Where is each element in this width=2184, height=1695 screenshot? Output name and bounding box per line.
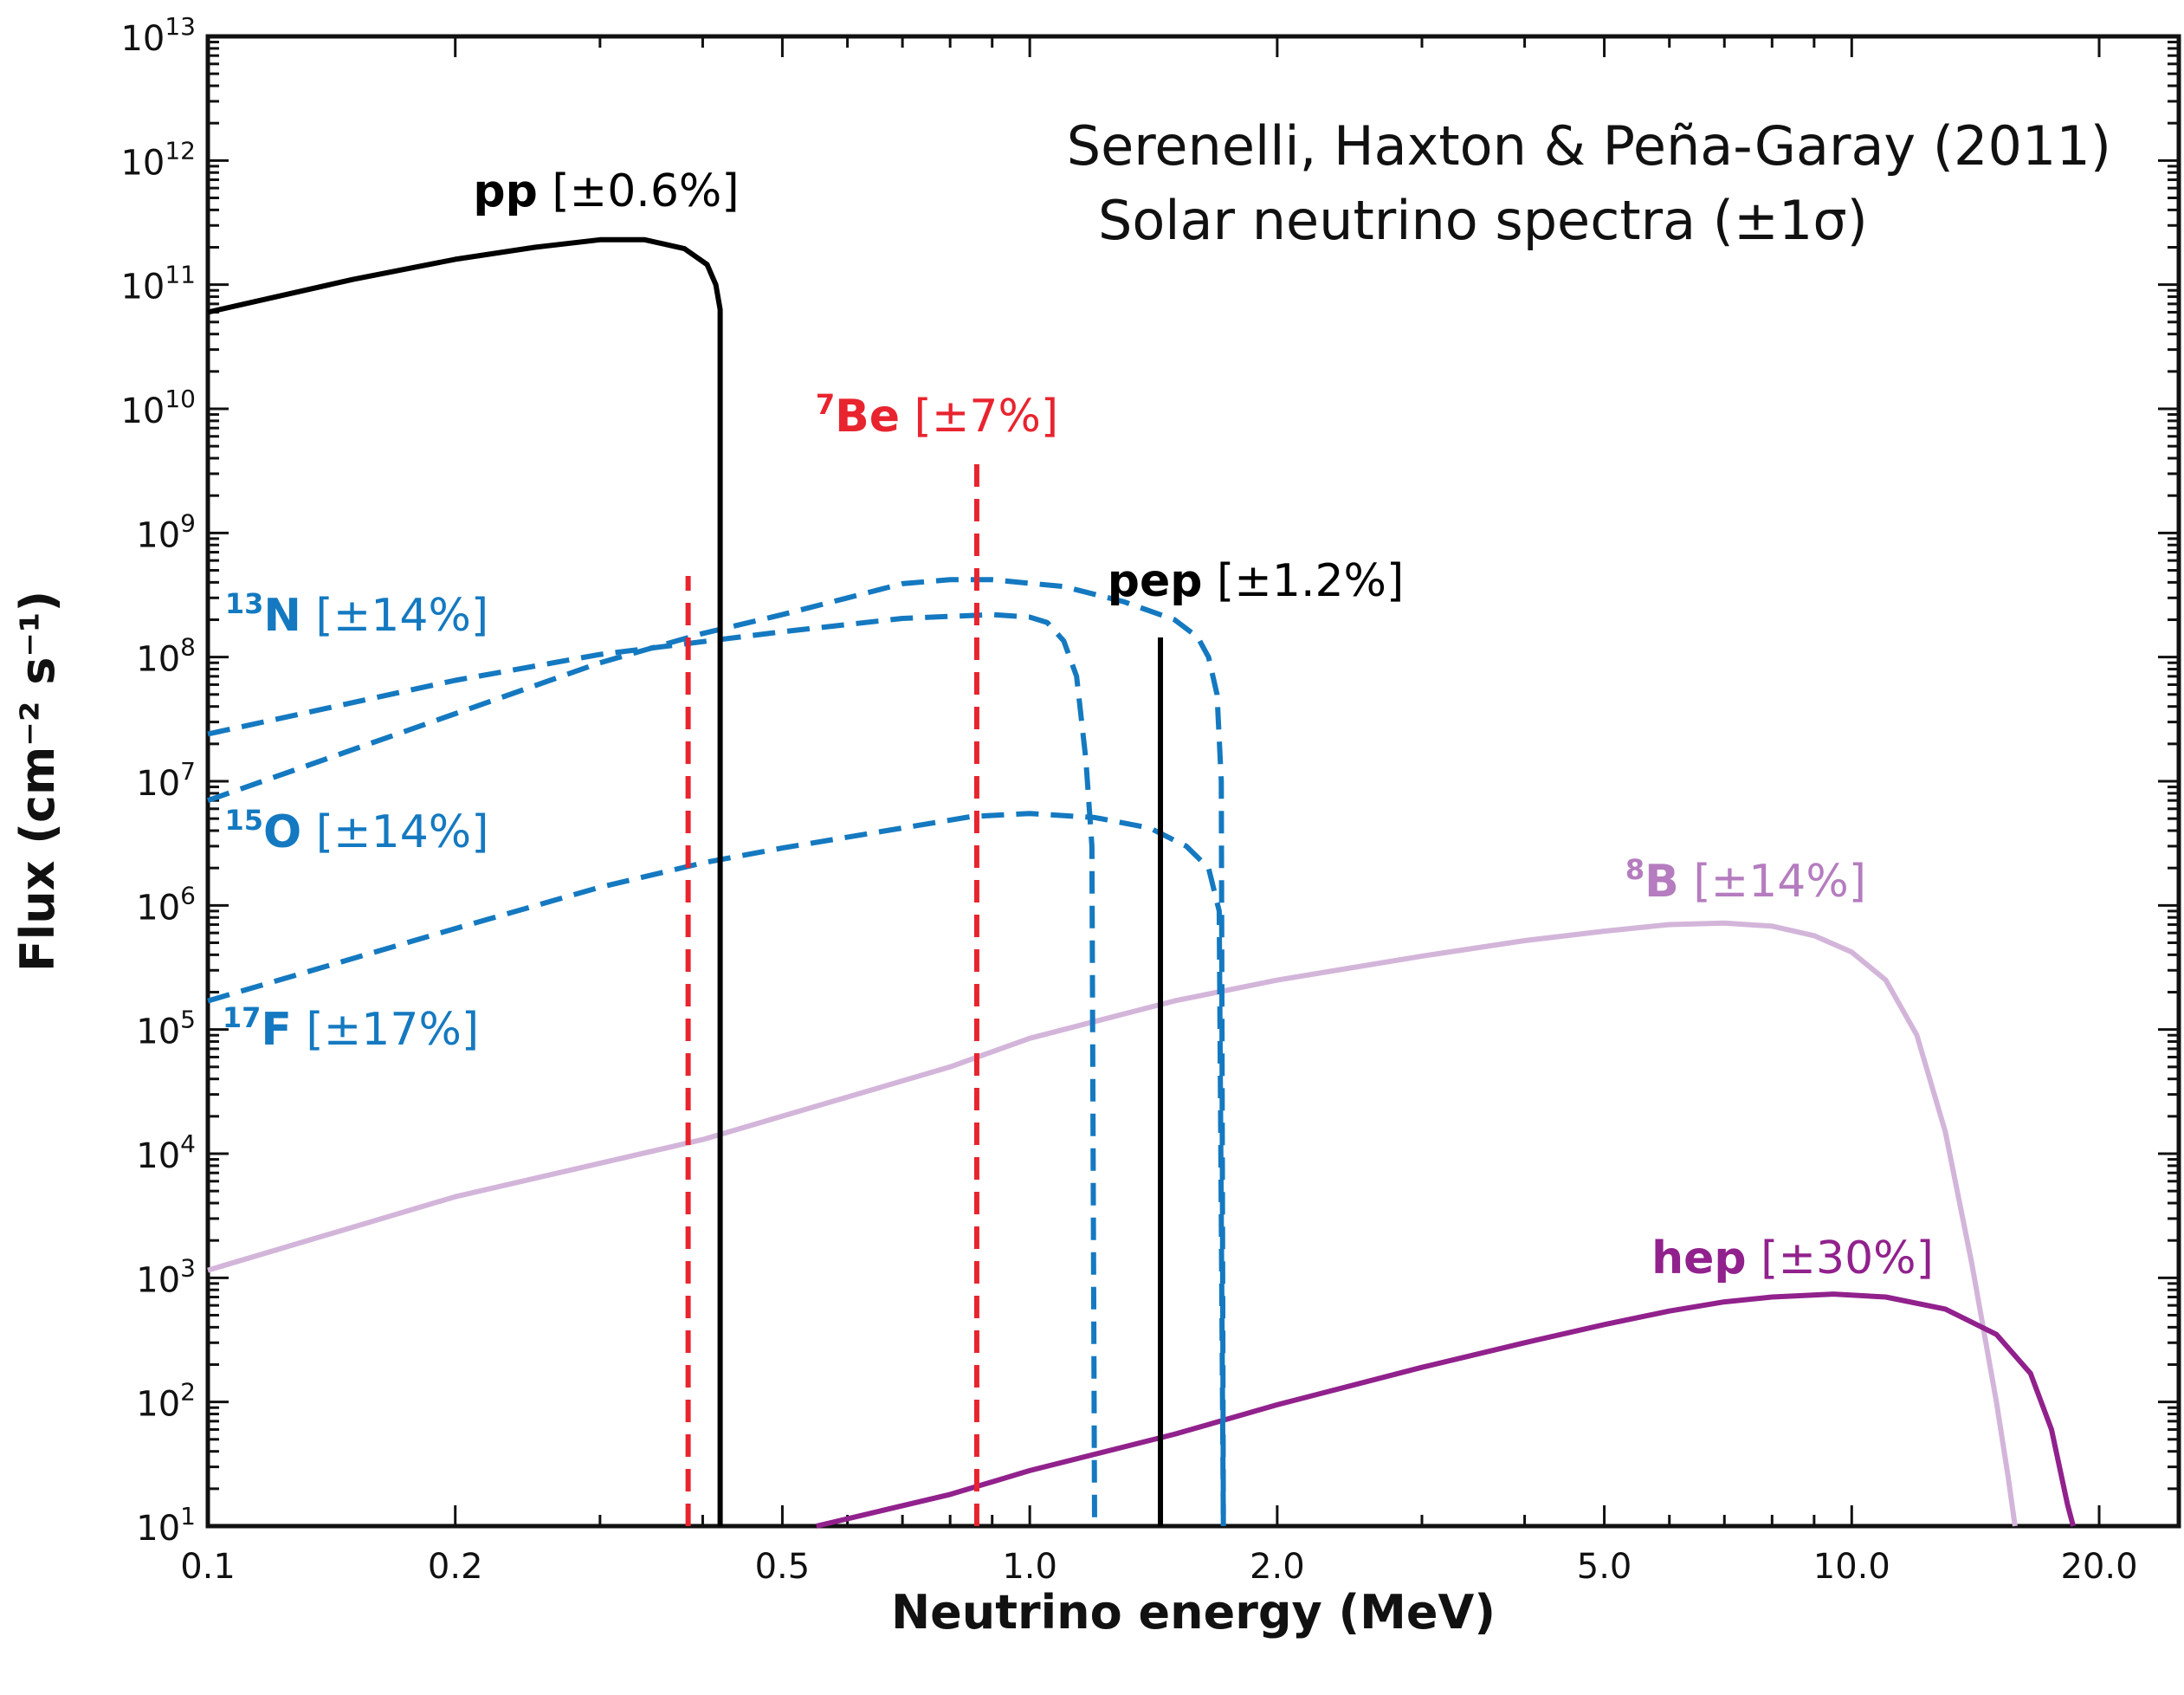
- series-15o-curve: [207, 577, 1226, 1527]
- y-tick-label: 103: [136, 1253, 196, 1300]
- series-pp-curve: [207, 236, 723, 1526]
- source-note: Serenelli, Haxton & Peña-Garay (2011): [1067, 114, 2111, 178]
- x-tick-label: 0.5: [755, 1547, 811, 1587]
- x-tick-label: 2.0: [1250, 1547, 1305, 1587]
- series-hep-curve: [816, 1291, 2076, 1529]
- label-hep: hep [±30%]: [1651, 1232, 1934, 1284]
- plot-frame: [205, 34, 2181, 1529]
- y-tick-label: 101: [136, 1502, 196, 1549]
- y-tick-label: 102: [136, 1378, 196, 1425]
- y-tick-label: 106: [136, 881, 196, 928]
- y-tick-label: 1010: [120, 385, 196, 431]
- y-tick-label: 104: [136, 1129, 196, 1176]
- x-axis-title: Neutrino energy (MeV): [891, 1585, 1496, 1640]
- series-labels: pp [±0.6%] 7Be [±7%] pep [±1.2%] 13N [±14%]…: [223, 165, 1934, 1284]
- label-pp: pp [±0.6%]: [473, 165, 739, 217]
- x-tick-label: 0.2: [428, 1547, 483, 1587]
- label-7be: 7Be [±7%]: [816, 388, 1058, 443]
- y-tick-label: 107: [136, 757, 196, 804]
- y-tick-label: 109: [136, 508, 196, 555]
- y-tick-labels: 101 102 103 104 105 106 107 108 109 1010 1011 1012 1…: [120, 12, 196, 1549]
- label-8b: 8B [±14%]: [1625, 853, 1866, 908]
- y-tick-label: 1011: [120, 261, 196, 307]
- axis-ticks: [206, 35, 2179, 1528]
- series-8b-curve: [207, 920, 2018, 1527]
- y-tick-label: 1013: [120, 12, 196, 59]
- series-17f-curve: [207, 811, 1226, 1527]
- x-tick-label: 5.0: [1577, 1547, 1632, 1587]
- x-tick-label: 10.0: [1813, 1547, 1890, 1587]
- y-tick-label: 1012: [120, 136, 196, 183]
- label-15o: 15O [±14%]: [224, 804, 488, 858]
- x-tick-label: 0.1: [180, 1547, 236, 1587]
- label-13n: 13N [±14%]: [225, 587, 488, 642]
- series-13n-curve: [207, 611, 1097, 1527]
- y-axis-title: Flux (cm⁻² s⁻¹): [10, 591, 65, 972]
- x-tick-labels: 0.1 0.2 0.5 1.0 2.0 5.0 10.0 20.0: [180, 1547, 2137, 1587]
- label-17f: 17F [±17%]: [223, 1001, 479, 1056]
- label-pep: pep [±1.2%]: [1108, 555, 1405, 607]
- chart-subtitle-note: Solar neutrino spectra (±1σ): [1098, 189, 1868, 252]
- y-tick-label: 108: [136, 633, 196, 680]
- y-tick-label: 105: [136, 1006, 196, 1052]
- series-layer: [207, 236, 2076, 1529]
- x-tick-label: 1.0: [1002, 1547, 1057, 1587]
- x-tick-label: 20.0: [2060, 1547, 2137, 1587]
